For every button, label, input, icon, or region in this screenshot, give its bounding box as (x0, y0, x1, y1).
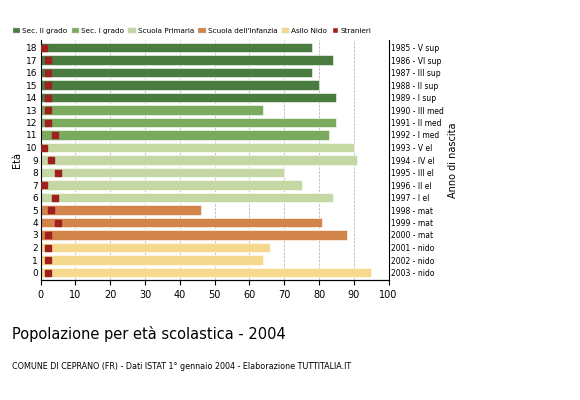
Bar (41, 205, 201, 215)
Point (53, 169, 63, 176)
Bar (41, 268, 371, 277)
Bar (41, 93, 336, 102)
Bar (41, 218, 322, 227)
Bar (41, 143, 354, 152)
Point (43, 69, 52, 76)
Point (46, 157, 56, 163)
Bar (41, 180, 302, 190)
Bar (41, 155, 357, 165)
Point (43, 107, 52, 113)
Legend: Sec. II grado, Sec. I grado, Scuola Primaria, Scuola dell'Infanzia, Asilo Nido, : Sec. II grado, Sec. I grado, Scuola Prim… (13, 28, 372, 34)
Bar (41, 168, 284, 177)
Point (43, 82, 52, 88)
Bar (41, 255, 263, 265)
Bar (41, 68, 312, 77)
Point (43, 119, 52, 126)
Point (43, 232, 52, 238)
Bar (41, 118, 336, 127)
Y-axis label: Età: Età (12, 152, 22, 168)
Bar (41, 80, 319, 90)
Point (53, 219, 63, 226)
Bar (41, 105, 263, 115)
Point (43, 244, 52, 251)
Point (39, 44, 49, 51)
Point (43, 57, 52, 63)
Point (43, 94, 52, 101)
Point (39, 182, 49, 188)
Text: Popolazione per età scolastica - 2004: Popolazione per età scolastica - 2004 (12, 326, 285, 342)
Bar (41, 243, 270, 252)
Bar (41, 43, 312, 52)
Point (43, 269, 52, 276)
Point (43, 257, 52, 263)
Y-axis label: Anno di nascita: Anno di nascita (448, 122, 458, 198)
Point (39, 144, 49, 151)
Bar (41, 193, 333, 202)
Bar (41, 230, 347, 240)
Bar (41, 55, 333, 65)
Point (50, 194, 59, 201)
Text: COMUNE DI CEPRANO (FR) - Dati ISTAT 1° gennaio 2004 - Elaborazione TUTTITALIA.IT: COMUNE DI CEPRANO (FR) - Dati ISTAT 1° g… (12, 362, 351, 371)
Point (50, 132, 59, 138)
Bar (41, 130, 329, 140)
Point (46, 207, 56, 213)
